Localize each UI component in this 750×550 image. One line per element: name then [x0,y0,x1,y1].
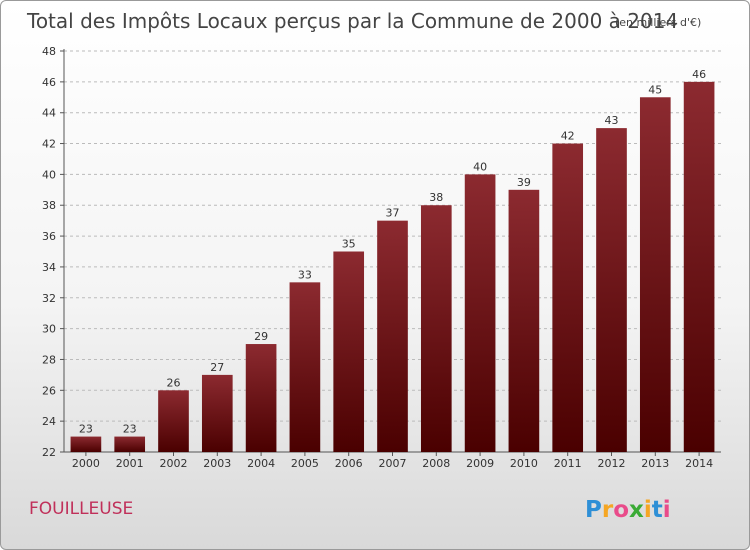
logo-letter: P [585,497,602,523]
y-tick-label: 26 [42,384,56,397]
data-label: 45 [648,83,662,96]
y-tick-label: 42 [42,138,56,151]
data-labels: 23 23 26 27 29 33 35 37 38 40 39 42 43 45 46 [79,68,706,436]
x-tick-label: 2012 [598,457,626,470]
y-tick-label: 44 [42,107,56,120]
bar-2014 [683,81,715,452]
bar-2009 [464,174,496,452]
y-tick-label: 46 [42,76,56,89]
y-tick-label: 36 [42,230,56,243]
data-label: 43 [605,114,619,127]
logo-letter: t [652,497,663,523]
bar-2012 [596,128,627,452]
bar-2007 [377,220,408,452]
bar-2004 [245,344,277,452]
x-tick-label: 2011 [554,457,582,470]
chart-title: Total des Impôts Locaux perçus par la Co… [26,9,678,33]
y-tick-label: 22 [42,446,56,459]
x-tick-label: 2014 [685,457,713,470]
y-tick-label: 40 [42,168,56,181]
x-tick-label: 2001 [116,457,144,470]
data-label: 26 [167,376,181,389]
bar-2002 [158,390,189,452]
bar-2003 [201,374,233,452]
logo-letter: r [602,497,614,523]
bar-2001 [114,436,146,452]
bar-2006 [333,251,365,452]
y-tick-label: 34 [42,261,56,274]
data-label: 40 [473,160,487,173]
bar-2010 [508,189,540,453]
bar-2011 [552,143,584,453]
data-label: 35 [342,238,356,251]
x-tick-label: 2009 [466,457,494,470]
data-label: 33 [298,268,312,281]
x-tick-label: 2003 [203,457,231,470]
commune-name: FOUILLEUSE [29,499,133,519]
data-label: 23 [123,423,137,436]
y-tick-label: 32 [42,292,56,305]
x-tick-label: 2006 [335,457,363,470]
x-tick-label: 2004 [247,457,275,470]
bar-2000 [70,436,102,452]
logo-letter: x [629,497,644,523]
bar-2013 [639,97,671,453]
data-label: 37 [386,207,400,220]
y-tick-label: 24 [42,415,56,428]
bars [70,81,715,453]
x-tick-label: 2000 [72,457,100,470]
logo-letter: i [644,497,652,523]
x-tick-label: 2013 [641,457,669,470]
data-label: 27 [210,361,224,374]
x-tick-label: 2010 [510,457,538,470]
data-label: 46 [692,68,706,81]
y-tick-label: 28 [42,353,56,366]
x-tick-label: 2007 [379,457,407,470]
y-tick-labels: 22 24 26 28 30 32 34 36 38 40 42 44 46 48 [42,45,56,459]
x-tick-label: 2008 [422,457,450,470]
data-label: 39 [517,176,531,189]
data-label: 38 [429,191,443,204]
data-label: 23 [79,423,93,436]
y-tick-label: 48 [42,45,56,58]
logo-letter: o [613,497,629,523]
x-tick-labels: 2000 2001 2002 2003 2004 2005 2006 2007 2008 2009… [72,452,713,470]
bar-2008 [420,205,452,452]
data-label: 42 [561,130,575,143]
data-label: 29 [254,330,268,343]
x-tick-label: 2002 [160,457,188,470]
proxiti-logo: Proxiti [585,497,671,523]
chart-subtitle: (en milliers d'€) [615,16,701,29]
logo-letter: i [663,497,671,523]
bar-2005 [289,282,321,452]
y-tick-label: 38 [42,199,56,212]
x-tick-label: 2005 [291,457,319,470]
y-tick-label: 30 [42,323,56,336]
